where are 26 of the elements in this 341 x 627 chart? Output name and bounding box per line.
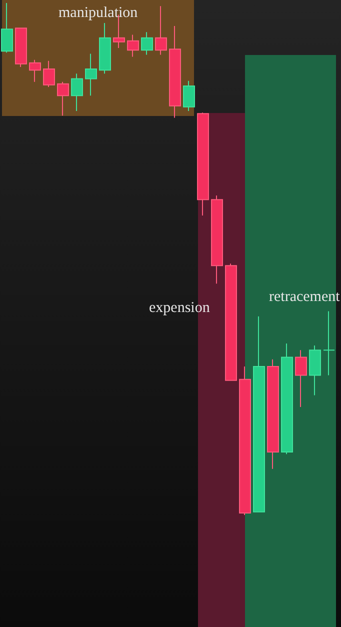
candlestick bbox=[127, 34, 139, 58]
candlestick bbox=[99, 22, 111, 74]
candlestick bbox=[155, 6, 167, 56]
annotation: manipulation bbox=[58, 5, 138, 22]
candlestick bbox=[43, 60, 55, 88]
annotation: retracement bbox=[269, 289, 340, 306]
candlestick bbox=[295, 350, 307, 408]
candlestick bbox=[183, 80, 195, 112]
candlestick bbox=[29, 59, 41, 82]
candlestick bbox=[225, 263, 237, 381]
candlestick bbox=[71, 73, 83, 112]
candlestick bbox=[239, 366, 251, 516]
candlestick bbox=[85, 53, 97, 96]
candlestick bbox=[141, 32, 153, 56]
candlestick bbox=[323, 310, 335, 376]
candlestick bbox=[281, 342, 293, 455]
candlestick bbox=[309, 345, 321, 396]
candlestick bbox=[169, 26, 181, 118]
candlestick bbox=[253, 316, 265, 512]
candlestick bbox=[57, 81, 69, 116]
annotation: expension bbox=[149, 300, 210, 317]
candlestick bbox=[15, 28, 27, 68]
candlestick bbox=[267, 358, 279, 470]
candlestick bbox=[197, 112, 209, 216]
candlestick bbox=[211, 195, 223, 284]
candlestick bbox=[1, 2, 13, 54]
